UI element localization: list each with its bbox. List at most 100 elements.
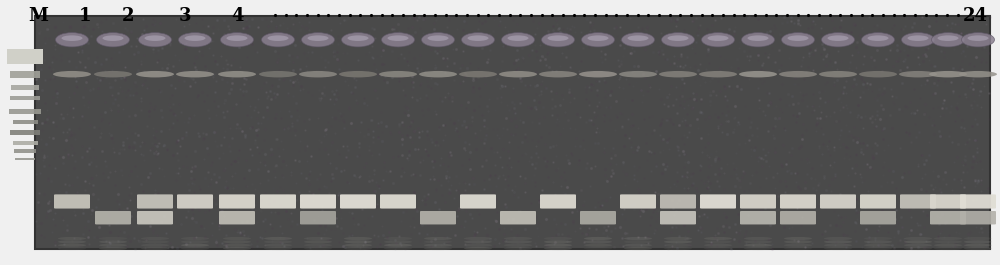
FancyBboxPatch shape [10,96,40,100]
Ellipse shape [384,237,412,240]
Ellipse shape [264,247,292,250]
FancyBboxPatch shape [960,195,996,209]
FancyBboxPatch shape [930,195,966,209]
Ellipse shape [664,247,692,250]
Ellipse shape [504,240,532,244]
Ellipse shape [220,33,254,47]
FancyBboxPatch shape [580,211,616,224]
FancyBboxPatch shape [12,141,38,145]
Ellipse shape [176,71,214,77]
Ellipse shape [218,71,256,77]
FancyBboxPatch shape [660,211,696,224]
Ellipse shape [784,237,812,240]
Ellipse shape [624,237,652,240]
Ellipse shape [264,237,292,240]
Ellipse shape [424,244,452,247]
Ellipse shape [388,35,409,41]
Ellipse shape [824,237,852,240]
Ellipse shape [504,244,532,247]
Ellipse shape [141,247,169,250]
Ellipse shape [384,240,412,244]
Ellipse shape [864,247,892,250]
Ellipse shape [584,244,612,247]
FancyBboxPatch shape [340,195,376,209]
Ellipse shape [499,71,537,77]
Ellipse shape [908,35,928,41]
Ellipse shape [964,237,992,240]
Ellipse shape [708,35,728,41]
Ellipse shape [542,33,574,47]
Ellipse shape [464,237,492,240]
Ellipse shape [624,247,652,250]
Ellipse shape [744,247,772,250]
Ellipse shape [784,247,812,250]
Ellipse shape [136,71,174,77]
Ellipse shape [419,71,457,77]
FancyBboxPatch shape [14,149,36,153]
Ellipse shape [223,244,251,247]
FancyBboxPatch shape [740,195,776,209]
Ellipse shape [584,240,612,244]
Ellipse shape [384,244,412,247]
Ellipse shape [744,240,772,244]
Ellipse shape [459,71,497,77]
Ellipse shape [308,35,328,41]
Ellipse shape [379,71,417,77]
Ellipse shape [344,247,372,250]
Ellipse shape [464,247,492,250]
Ellipse shape [99,237,127,240]
Ellipse shape [508,35,528,41]
FancyBboxPatch shape [380,195,416,209]
Ellipse shape [259,71,297,77]
Ellipse shape [181,244,209,247]
Ellipse shape [424,247,452,250]
Ellipse shape [619,71,657,77]
Ellipse shape [929,71,967,77]
Ellipse shape [662,33,694,47]
FancyBboxPatch shape [9,109,41,114]
Ellipse shape [144,35,166,41]
Ellipse shape [424,240,452,244]
FancyBboxPatch shape [35,16,990,249]
FancyBboxPatch shape [500,211,536,224]
Ellipse shape [344,237,372,240]
Ellipse shape [902,33,934,47]
Ellipse shape [304,237,332,240]
FancyBboxPatch shape [900,195,936,209]
Ellipse shape [223,247,251,250]
Ellipse shape [704,237,732,240]
Ellipse shape [788,35,808,41]
Ellipse shape [544,247,572,250]
Ellipse shape [58,244,86,247]
Ellipse shape [382,33,415,47]
Ellipse shape [262,33,294,47]
Ellipse shape [784,244,812,247]
Ellipse shape [938,35,958,41]
Ellipse shape [56,33,88,47]
Ellipse shape [968,35,988,41]
Ellipse shape [344,244,372,247]
Ellipse shape [339,71,377,77]
FancyBboxPatch shape [10,71,40,77]
FancyBboxPatch shape [620,195,656,209]
Ellipse shape [428,35,448,41]
FancyBboxPatch shape [15,158,35,160]
Ellipse shape [94,71,132,77]
Ellipse shape [588,35,608,41]
Ellipse shape [934,240,962,244]
FancyBboxPatch shape [137,211,173,224]
Ellipse shape [819,71,857,77]
FancyBboxPatch shape [740,211,776,224]
Ellipse shape [58,247,86,250]
Ellipse shape [53,71,91,77]
Ellipse shape [668,35,688,41]
Ellipse shape [304,244,332,247]
FancyBboxPatch shape [95,211,131,224]
Ellipse shape [539,71,577,77]
FancyBboxPatch shape [10,130,40,135]
Ellipse shape [502,33,534,47]
FancyBboxPatch shape [930,211,966,224]
Ellipse shape [226,35,248,41]
Ellipse shape [302,33,334,47]
Ellipse shape [664,237,692,240]
